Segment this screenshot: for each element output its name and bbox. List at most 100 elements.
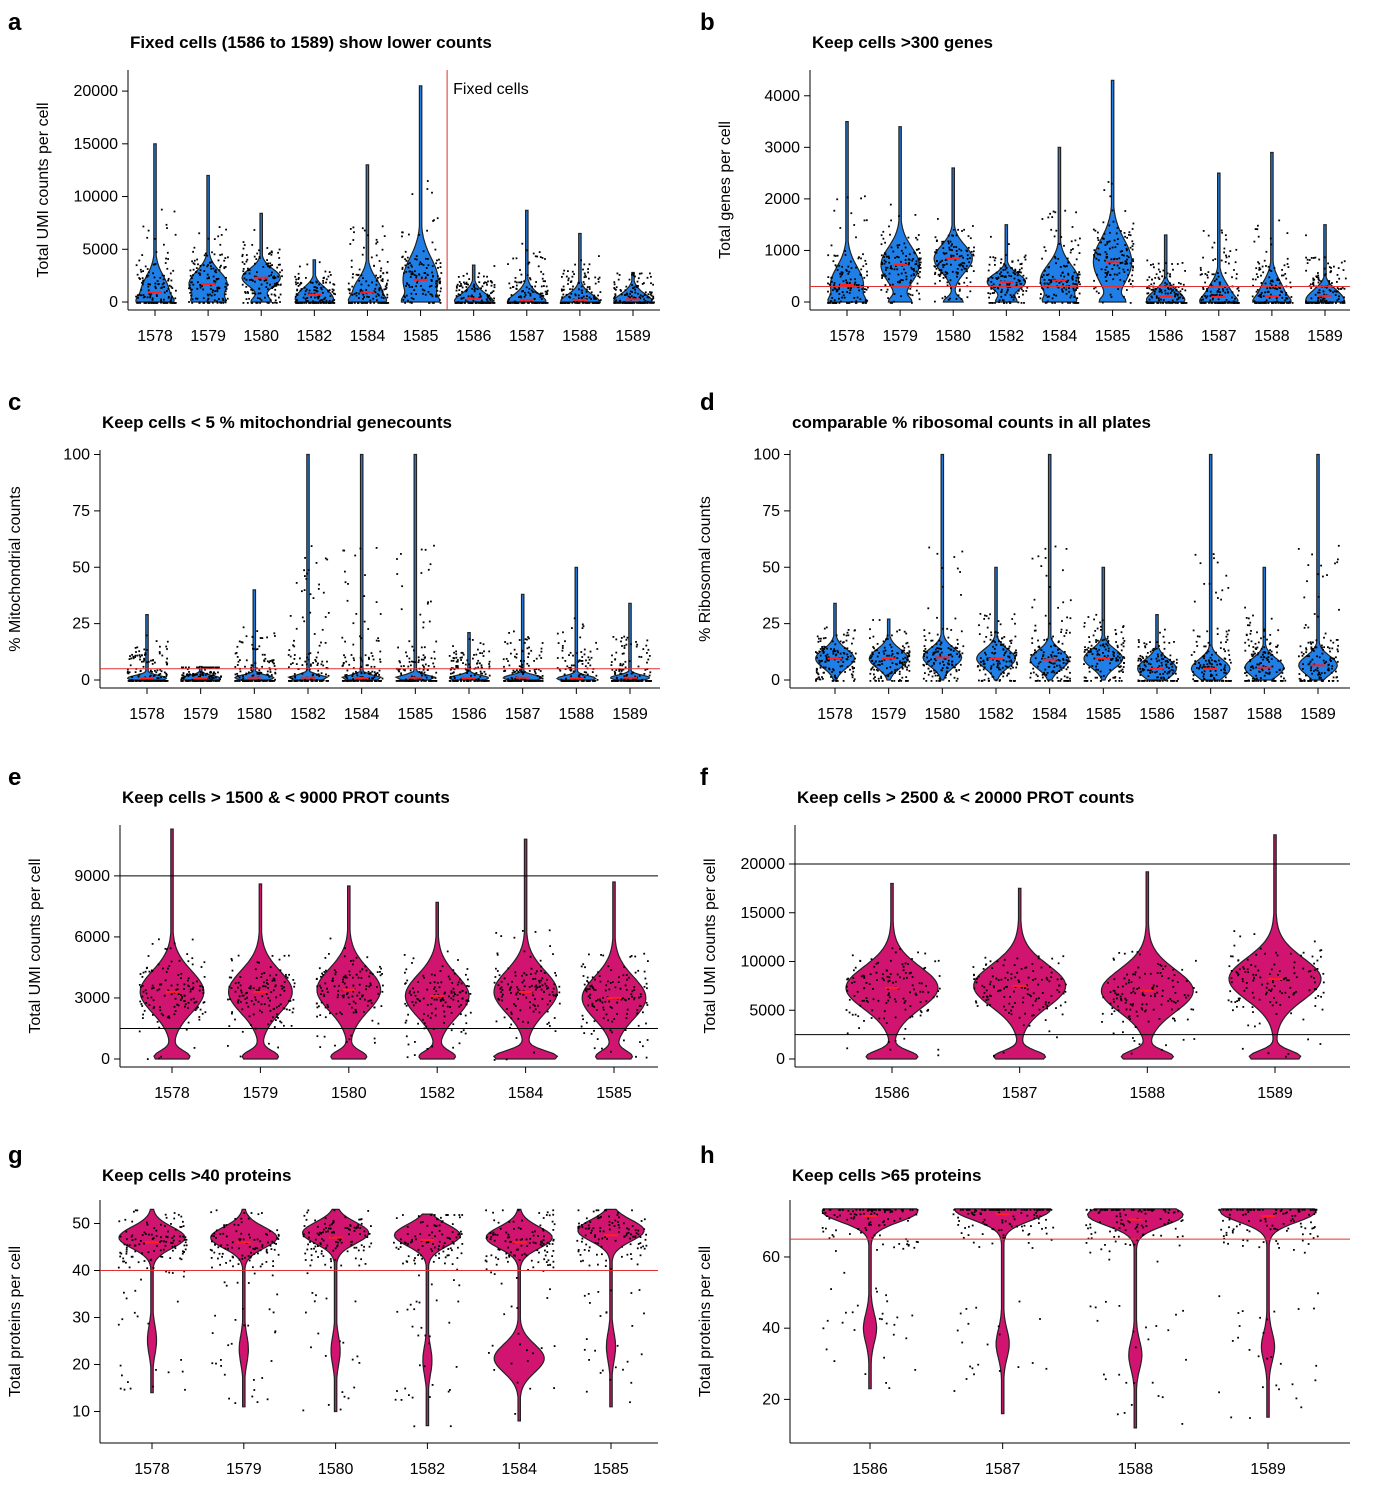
- data-point: [319, 300, 321, 302]
- data-point: [905, 632, 908, 635]
- data-point: [182, 674, 185, 677]
- data-point: [899, 679, 901, 681]
- data-point: [1338, 277, 1341, 280]
- data-point: [646, 680, 649, 682]
- data-point: [1157, 302, 1160, 304]
- data-point: [1323, 293, 1325, 296]
- data-point: [307, 658, 310, 661]
- data-point: [833, 254, 836, 257]
- data-point: [528, 302, 530, 304]
- data-point: [1118, 257, 1121, 260]
- data-point: [587, 268, 589, 270]
- data-point: [1322, 302, 1325, 304]
- data-point: [218, 680, 221, 682]
- data-point: [348, 289, 351, 292]
- data-point: [1119, 250, 1122, 253]
- data-point: [1212, 259, 1214, 262]
- data-point: [385, 284, 388, 286]
- data-point: [322, 277, 325, 280]
- data-point: [614, 673, 616, 675]
- y-axis-label: % Mitochondrial counts: [7, 486, 24, 651]
- data-point: [594, 282, 597, 285]
- data-point: [299, 657, 301, 660]
- data-point: [537, 680, 540, 682]
- data-point: [508, 282, 511, 285]
- data-point: [1004, 265, 1007, 268]
- data-point: [943, 657, 946, 660]
- data-point: [377, 277, 379, 279]
- data-point: [167, 277, 170, 280]
- data-point: [626, 292, 628, 295]
- data-point: [199, 673, 202, 676]
- data-point: [1264, 302, 1267, 304]
- data-point: [972, 250, 975, 253]
- data-point: [846, 631, 849, 634]
- data-point: [905, 275, 908, 278]
- data-point: [242, 268, 245, 270]
- data-point: [158, 680, 160, 682]
- data-point: [193, 674, 196, 677]
- data-point: [1014, 622, 1016, 625]
- data-point: [837, 661, 840, 663]
- data-point: [386, 261, 389, 263]
- data-point: [844, 250, 847, 252]
- data-point: [479, 670, 482, 673]
- data-point: [255, 648, 257, 651]
- data-point: [1148, 276, 1151, 279]
- data-point: [290, 680, 292, 682]
- data-point: [843, 633, 845, 636]
- data-point: [352, 657, 355, 660]
- data-point: [258, 673, 261, 675]
- data-point: [306, 263, 309, 266]
- data-point: [918, 298, 921, 301]
- data-point: [905, 642, 908, 645]
- data-point: [518, 669, 521, 672]
- data-point: [1210, 283, 1212, 286]
- data-point: [1337, 298, 1340, 300]
- data-point: [1159, 270, 1161, 273]
- data-point: [644, 299, 647, 302]
- data-point: [1336, 281, 1338, 283]
- data-point: [1147, 302, 1150, 304]
- data-point: [928, 659, 931, 662]
- data-point: [881, 663, 884, 665]
- data-point: [147, 271, 150, 274]
- data-point: [872, 635, 875, 638]
- data-point: [847, 634, 850, 637]
- data-point: [930, 639, 933, 642]
- data-point: [885, 674, 888, 677]
- data-point: [522, 290, 524, 292]
- data-point: [318, 644, 321, 647]
- data-point: [1046, 286, 1049, 289]
- data-point: [994, 652, 997, 654]
- data-point: [1263, 302, 1266, 304]
- data-point: [896, 657, 899, 659]
- data-point: [328, 289, 331, 292]
- data-point: [566, 680, 569, 682]
- data-point: [483, 302, 486, 304]
- data-point: [908, 253, 911, 256]
- data-point: [994, 302, 996, 304]
- data-point: [1009, 679, 1011, 682]
- data-point: [944, 271, 947, 273]
- data-point: [947, 298, 950, 301]
- data-point: [356, 680, 359, 682]
- data-point: [1053, 235, 1056, 238]
- data-point: [403, 272, 405, 275]
- data-point: [589, 650, 592, 653]
- data-point: [370, 652, 373, 654]
- data-point: [455, 295, 458, 297]
- data-point: [254, 680, 256, 682]
- data-point: [898, 244, 901, 246]
- data-point: [482, 643, 485, 646]
- data-point: [149, 670, 152, 673]
- data-point: [1158, 278, 1161, 280]
- data-point: [138, 301, 140, 304]
- data-point: [983, 618, 986, 620]
- data-point: [208, 302, 211, 304]
- data-point: [1158, 288, 1161, 290]
- data-point: [214, 280, 217, 283]
- data-point: [368, 672, 370, 675]
- data-point: [883, 259, 886, 262]
